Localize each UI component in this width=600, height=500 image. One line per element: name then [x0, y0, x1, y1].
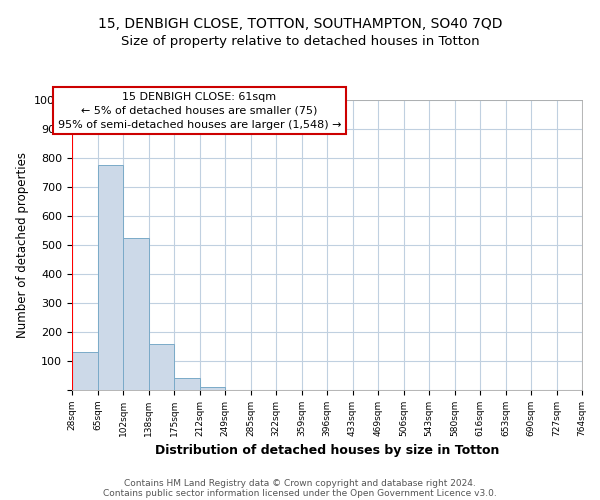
Bar: [123, 238, 149, 390]
X-axis label: Distribution of detached houses by size in Totton: Distribution of detached houses by size …: [155, 444, 499, 458]
Text: 15 DENBIGH CLOSE: 61sqm
← 5% of detached houses are smaller (75)
95% of semi-det: 15 DENBIGH CLOSE: 61sqm ← 5% of detached…: [58, 92, 341, 130]
Bar: [72, 352, 97, 390]
Bar: [97, 166, 123, 390]
Text: Contains public sector information licensed under the Open Government Licence v3: Contains public sector information licen…: [103, 488, 497, 498]
Text: Size of property relative to detached houses in Totton: Size of property relative to detached ho…: [121, 35, 479, 48]
Bar: [199, 386, 225, 390]
Text: 15, DENBIGH CLOSE, TOTTON, SOUTHAMPTON, SO40 7QD: 15, DENBIGH CLOSE, TOTTON, SOUTHAMPTON, …: [98, 18, 502, 32]
Y-axis label: Number of detached properties: Number of detached properties: [16, 152, 29, 338]
Text: Contains HM Land Registry data © Crown copyright and database right 2024.: Contains HM Land Registry data © Crown c…: [124, 478, 476, 488]
Bar: [174, 378, 199, 390]
Bar: [149, 344, 174, 390]
